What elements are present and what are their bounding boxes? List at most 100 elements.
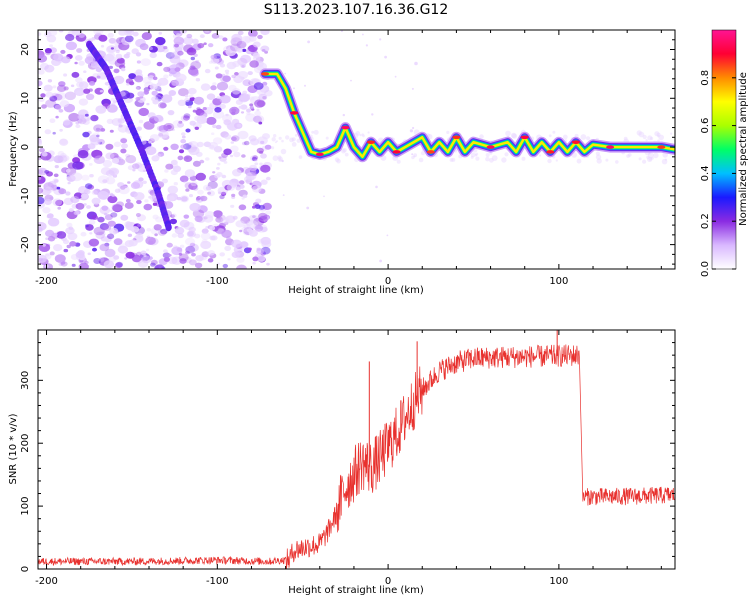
noise-blob bbox=[272, 155, 279, 161]
noise-blob bbox=[418, 157, 424, 163]
noise-blob bbox=[152, 214, 159, 220]
x-tick-label: 100 bbox=[549, 276, 568, 287]
noise-blob bbox=[185, 128, 191, 133]
noise-blob bbox=[254, 158, 258, 162]
noise-blob bbox=[264, 144, 272, 150]
noise-blob bbox=[656, 132, 661, 137]
noise-blob bbox=[230, 154, 234, 158]
noise-blob bbox=[171, 233, 178, 238]
noise-blob bbox=[248, 135, 257, 142]
noise-blob bbox=[49, 44, 53, 48]
noise-blob bbox=[236, 256, 245, 263]
noise-blob bbox=[96, 75, 101, 79]
noise-blob bbox=[109, 129, 114, 133]
noise-blob bbox=[125, 155, 137, 164]
noise-blob bbox=[207, 142, 219, 150]
noise-blob bbox=[77, 114, 85, 120]
noise-blob bbox=[108, 65, 113, 69]
noise-blob bbox=[126, 52, 131, 56]
noise-blob bbox=[61, 56, 71, 64]
noise-blob bbox=[161, 266, 166, 269]
noise-blob bbox=[277, 156, 283, 162]
noise-blob bbox=[65, 168, 71, 173]
noise-blob bbox=[232, 169, 242, 177]
noise-blob bbox=[185, 250, 190, 255]
noise-blob bbox=[95, 67, 103, 73]
noise-blob bbox=[174, 226, 185, 235]
signal-hotspot bbox=[290, 111, 299, 115]
noise-blob bbox=[294, 134, 298, 137]
noise-blob bbox=[78, 60, 85, 66]
noise-blob bbox=[102, 179, 108, 184]
noise-blob bbox=[252, 155, 259, 160]
noise-blob bbox=[179, 219, 190, 228]
noise-blob bbox=[163, 257, 170, 262]
noise-blob bbox=[271, 146, 275, 150]
noise-blob bbox=[193, 96, 205, 105]
noise-blob bbox=[125, 30, 133, 34]
noise-blob bbox=[207, 191, 212, 195]
noise-blob bbox=[43, 84, 53, 92]
noise-blob bbox=[106, 118, 114, 124]
snr-series-layer bbox=[38, 330, 675, 569]
noise-blob bbox=[105, 170, 115, 177]
noise-blob bbox=[213, 210, 223, 218]
noise-blob bbox=[449, 158, 454, 162]
noise-blob bbox=[212, 124, 217, 129]
noise-blob bbox=[240, 63, 247, 68]
noise-blob bbox=[126, 83, 130, 86]
noise-blob bbox=[132, 180, 144, 189]
noise-blob bbox=[279, 158, 282, 162]
noise-blob bbox=[184, 237, 196, 246]
noise-blob bbox=[173, 36, 185, 45]
noise-blob bbox=[81, 174, 90, 181]
noise-blob bbox=[99, 206, 111, 215]
noise-blob bbox=[166, 195, 175, 202]
noise-blob bbox=[140, 93, 144, 96]
noise-blob bbox=[189, 65, 196, 71]
noise-blob bbox=[54, 104, 62, 110]
noise-blob bbox=[645, 139, 648, 142]
noise-blob bbox=[184, 97, 190, 102]
signal-hotspot bbox=[486, 145, 495, 149]
noise-blob bbox=[257, 34, 263, 40]
noise-blob bbox=[240, 54, 252, 64]
signal-hotspot bbox=[452, 135, 461, 140]
noise-blob bbox=[210, 235, 218, 241]
noise-blob bbox=[148, 46, 153, 51]
signal-hotspot bbox=[606, 145, 615, 149]
noise-blob bbox=[238, 180, 245, 185]
noise-blob bbox=[170, 214, 175, 218]
noise-blob bbox=[555, 159, 558, 162]
noise-blob bbox=[396, 159, 401, 164]
noise-blob bbox=[647, 156, 653, 162]
noise-blob bbox=[361, 133, 364, 136]
noise-blob bbox=[110, 212, 118, 218]
noise-blob bbox=[133, 192, 145, 201]
noise-blob bbox=[75, 121, 80, 125]
noise-blob bbox=[116, 261, 123, 268]
spectrogram-x-axis-label: Height of straight line (km) bbox=[288, 285, 424, 296]
noise-blob bbox=[253, 115, 265, 124]
noise-blob bbox=[38, 139, 42, 145]
noise-blob bbox=[102, 224, 112, 231]
colorbar-tick-label: 0.0 bbox=[700, 261, 711, 277]
noise-blob bbox=[362, 33, 364, 36]
noise-blob bbox=[248, 30, 258, 38]
noise-blob bbox=[99, 89, 104, 93]
noise-blob bbox=[225, 72, 229, 75]
noise-blob bbox=[231, 239, 243, 248]
noise-blob bbox=[84, 56, 96, 65]
noise-blob bbox=[521, 156, 526, 161]
noise-blob bbox=[100, 127, 106, 132]
noise-blob bbox=[141, 32, 152, 41]
noise-blob bbox=[176, 196, 182, 201]
noise-blob bbox=[183, 180, 188, 184]
noise-blob bbox=[261, 49, 266, 52]
noise-blob bbox=[236, 48, 243, 53]
noise-blob bbox=[252, 41, 261, 48]
noise-blob bbox=[145, 236, 156, 245]
noise-blob bbox=[44, 170, 50, 174]
noise-blob bbox=[201, 251, 210, 258]
noise-blob bbox=[57, 155, 68, 163]
